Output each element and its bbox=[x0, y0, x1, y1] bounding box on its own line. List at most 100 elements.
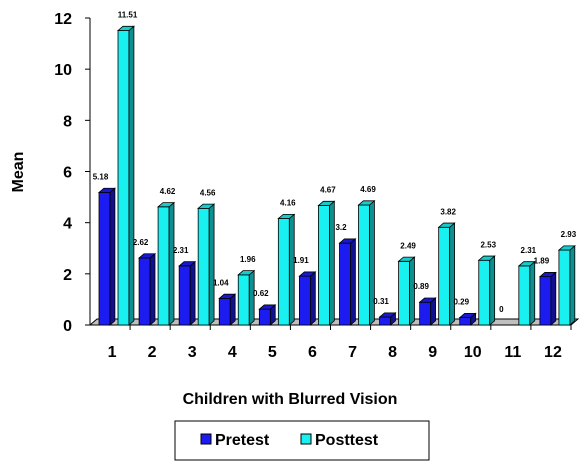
x-tick-label: 3 bbox=[188, 344, 197, 361]
bar-top-posttest-8 bbox=[397, 256, 416, 262]
data-label-posttest: 3.82 bbox=[440, 207, 456, 216]
bar-side-posttest-10 bbox=[489, 255, 496, 326]
bar-top-posttest-5 bbox=[277, 213, 296, 219]
data-labels: 5.18 2.62 2.31 1.04 0.62 1.91 3.2 0.31 0.89 0.29 0… bbox=[93, 11, 577, 314]
legend-swatch-pretest bbox=[200, 433, 212, 445]
bar-posttest-7 bbox=[358, 204, 370, 326]
bar-side-posttest-2 bbox=[168, 201, 175, 326]
x-tick-label: 10 bbox=[464, 344, 482, 361]
bar-top-posttest-6 bbox=[317, 200, 336, 206]
bar-pretest-1 bbox=[98, 192, 111, 326]
bar-pretest-10 bbox=[459, 317, 472, 326]
data-label-pretest: 0.31 bbox=[373, 297, 389, 306]
bar-top-pretest-2 bbox=[138, 253, 157, 259]
bar-side-posttest-12 bbox=[569, 244, 576, 326]
bar-top-posttest-1 bbox=[116, 25, 135, 31]
data-label-pretest: 2.62 bbox=[133, 238, 149, 247]
legend-swatch-posttest bbox=[300, 433, 312, 445]
data-label-pretest: 2.31 bbox=[173, 246, 189, 255]
bar-pretest-8 bbox=[379, 316, 391, 326]
bar-top-pretest-12 bbox=[538, 272, 557, 278]
bar-pretest-6 bbox=[299, 275, 311, 326]
bar-side-pretest-6 bbox=[310, 271, 316, 326]
bar-side-posttest-9 bbox=[449, 222, 455, 326]
bar-top-pretest-9 bbox=[418, 297, 437, 303]
bar-pretest-4 bbox=[218, 297, 231, 326]
x-tick-label: 6 bbox=[308, 344, 317, 361]
bar-top-pretest-4 bbox=[218, 293, 237, 299]
data-label-pretest: 1.04 bbox=[213, 278, 229, 287]
bar-posttest-12 bbox=[558, 249, 571, 326]
bar-top-posttest-11 bbox=[517, 261, 536, 267]
bar-top-posttest-9 bbox=[437, 222, 456, 228]
data-label-posttest: 2.49 bbox=[400, 241, 416, 250]
bar-top-pretest-3 bbox=[178, 261, 197, 267]
data-label-posttest: 4.69 bbox=[360, 185, 376, 194]
bar-posttest-6 bbox=[318, 205, 330, 326]
y-tick-label: 12 bbox=[54, 11, 72, 28]
legend-label-posttest: Posttest bbox=[315, 432, 379, 449]
bar-side-pretest-3 bbox=[189, 260, 196, 326]
x-tick-label: 7 bbox=[348, 344, 357, 361]
data-label-posttest: 4.62 bbox=[160, 187, 176, 196]
bar-top-pretest-6 bbox=[298, 271, 317, 277]
data-label-posttest: 2.93 bbox=[561, 230, 577, 239]
data-label-pretest: 3.2 bbox=[335, 223, 347, 232]
bar-top-posttest-4 bbox=[237, 270, 256, 276]
x-tick-label: 9 bbox=[428, 344, 437, 361]
bar-top-posttest-7 bbox=[357, 200, 376, 206]
bar-top-pretest-10 bbox=[458, 312, 477, 318]
x-tick-label: 12 bbox=[544, 344, 562, 361]
bar-posttest-9 bbox=[438, 226, 451, 326]
bar-side-posttest-1 bbox=[128, 25, 135, 326]
bar-posttest-3 bbox=[197, 207, 210, 326]
bar-pretest-3 bbox=[178, 265, 191, 326]
bar-posttest-5 bbox=[277, 218, 290, 326]
bar-side-posttest-6 bbox=[329, 200, 335, 326]
y-tick-label: 8 bbox=[63, 113, 72, 130]
data-label-pretest: 0 bbox=[499, 305, 504, 314]
bar-side-posttest-7 bbox=[369, 199, 375, 326]
data-label-pretest: 0.89 bbox=[413, 282, 429, 291]
bar-side-posttest-3 bbox=[208, 203, 215, 326]
x-tick-label: 4 bbox=[228, 344, 237, 361]
x-tick-label: 8 bbox=[388, 344, 397, 361]
y-tick-label: 2 bbox=[63, 267, 72, 284]
bar-side-pretest-4 bbox=[229, 293, 236, 326]
x-tick-label: 11 bbox=[504, 344, 521, 361]
data-label-posttest: 4.67 bbox=[320, 186, 336, 195]
data-label-pretest: 0.62 bbox=[253, 289, 269, 298]
bar-top-pretest-5 bbox=[258, 304, 277, 310]
bar-posttest-11 bbox=[518, 265, 531, 326]
bar-top-posttest-10 bbox=[477, 255, 496, 261]
bar-top-pretest-7 bbox=[338, 238, 357, 244]
bar-top-pretest-1 bbox=[97, 187, 116, 193]
bar-side-pretest-1 bbox=[109, 187, 116, 326]
bar-top-posttest-3 bbox=[197, 203, 216, 209]
data-label-posttest: 1.96 bbox=[240, 255, 256, 264]
y-tick-label: 6 bbox=[63, 165, 72, 182]
data-label-pretest: 1.89 bbox=[534, 257, 550, 266]
y-tick-label: 10 bbox=[54, 62, 72, 79]
data-label-pretest: 1.91 bbox=[293, 256, 309, 265]
data-label-pretest: 0.29 bbox=[453, 298, 469, 307]
bar-pretest-7 bbox=[339, 242, 351, 326]
data-label-posttest: 11.51 bbox=[118, 11, 138, 20]
y-tick-label: 0 bbox=[63, 318, 72, 335]
bar-pretest-2 bbox=[138, 257, 151, 326]
bar-top-posttest-2 bbox=[157, 202, 176, 208]
bar-posttest-1 bbox=[117, 30, 130, 326]
legend-label-pretest: Pretest bbox=[215, 432, 270, 449]
bar-posttest-4 bbox=[237, 274, 250, 326]
bar-side-pretest-2 bbox=[149, 252, 156, 326]
x-tick-label: 5 bbox=[268, 344, 277, 361]
data-label-posttest: 4.16 bbox=[280, 199, 296, 208]
data-label-pretest: 5.18 bbox=[93, 172, 109, 181]
bar-side-pretest-12 bbox=[550, 271, 557, 326]
x-tick-label: 2 bbox=[148, 344, 157, 361]
bar-side-pretest-7 bbox=[350, 238, 356, 326]
bar-posttest-10 bbox=[478, 259, 491, 326]
bar-posttest-2 bbox=[157, 206, 170, 326]
x-axis-title: Children with Blurred Vision bbox=[183, 391, 398, 408]
